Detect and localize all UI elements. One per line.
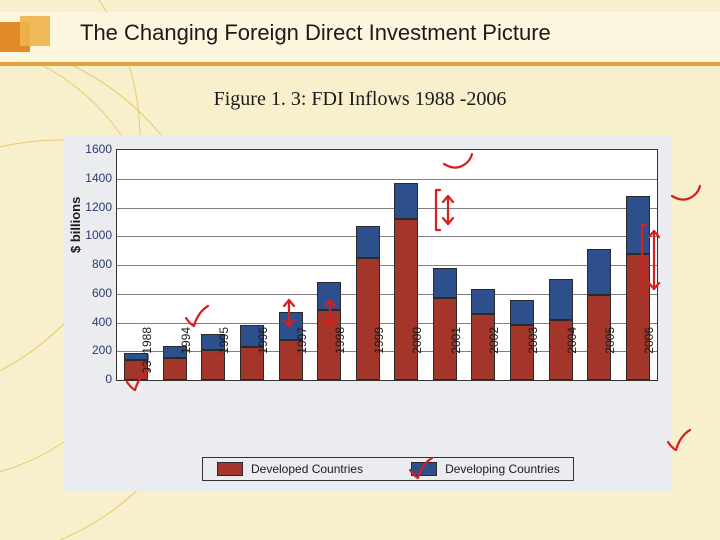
bar-segment [471,289,495,313]
title-band: The Changing Foreign Direct Investment P… [0,12,720,62]
y-tick-label: 800 [72,257,112,271]
x-tick-label: 1994 [179,327,193,387]
y-tick-label: 1000 [72,228,112,242]
slide: The Changing Foreign Direct Investment P… [0,0,720,540]
y-tick-label: 400 [72,315,112,329]
x-tick-label: 2005 [603,327,617,387]
y-tick-label: 1600 [72,142,112,156]
y-tick-label: 1200 [72,200,112,214]
x-tick-label: 2004 [565,327,579,387]
x-tick-label: 2001 [449,327,463,387]
bar-segment [433,268,457,298]
x-tick-label: 1997 [295,327,309,387]
legend-label-developing: Developing Countries [445,462,560,476]
y-tick-label: 0 [72,372,112,386]
x-tick-label: 1999 [372,327,386,387]
gridline [117,179,657,180]
bar-segment [394,183,418,219]
legend-swatch-developing [411,462,437,476]
title-accent-icon [0,16,56,58]
bar-segment [317,282,341,309]
bar-segment [587,249,611,295]
x-tick-label: 1995 [217,327,231,387]
bar-segment [356,226,380,258]
bar-segment [626,196,650,254]
x-tick-label: 2003 [526,327,540,387]
bar-segment [549,279,573,319]
slide-title: The Changing Foreign Direct Investment P… [80,20,551,46]
bar-segment [510,300,534,326]
gridline [117,294,657,295]
x-tick-label: 1988–93 [140,327,154,387]
x-tick-label: 1996 [256,327,270,387]
gridline [117,265,657,266]
x-tick-label: 1998 [333,327,347,387]
legend-label-developed: Developed Countries [251,462,363,476]
slide-subtitle: Figure 1. 3: FDI Inflows 1988 -2006 [0,88,720,111]
x-tick-label: 2006 [642,327,656,387]
y-tick-label: 1400 [72,171,112,185]
legend: Developed Countries Developing Countries [202,457,574,481]
y-tick-label: 200 [72,343,112,357]
gridline [117,236,657,237]
gridline [117,323,657,324]
x-tick-label: 2000 [410,327,424,387]
gridline [117,208,657,209]
chart-panel: $ billions 02004006008001000120014001600… [64,135,672,491]
title-underline [0,62,720,66]
x-tick-label: 2002 [487,327,501,387]
legend-swatch-developed [217,462,243,476]
y-tick-label: 600 [72,286,112,300]
